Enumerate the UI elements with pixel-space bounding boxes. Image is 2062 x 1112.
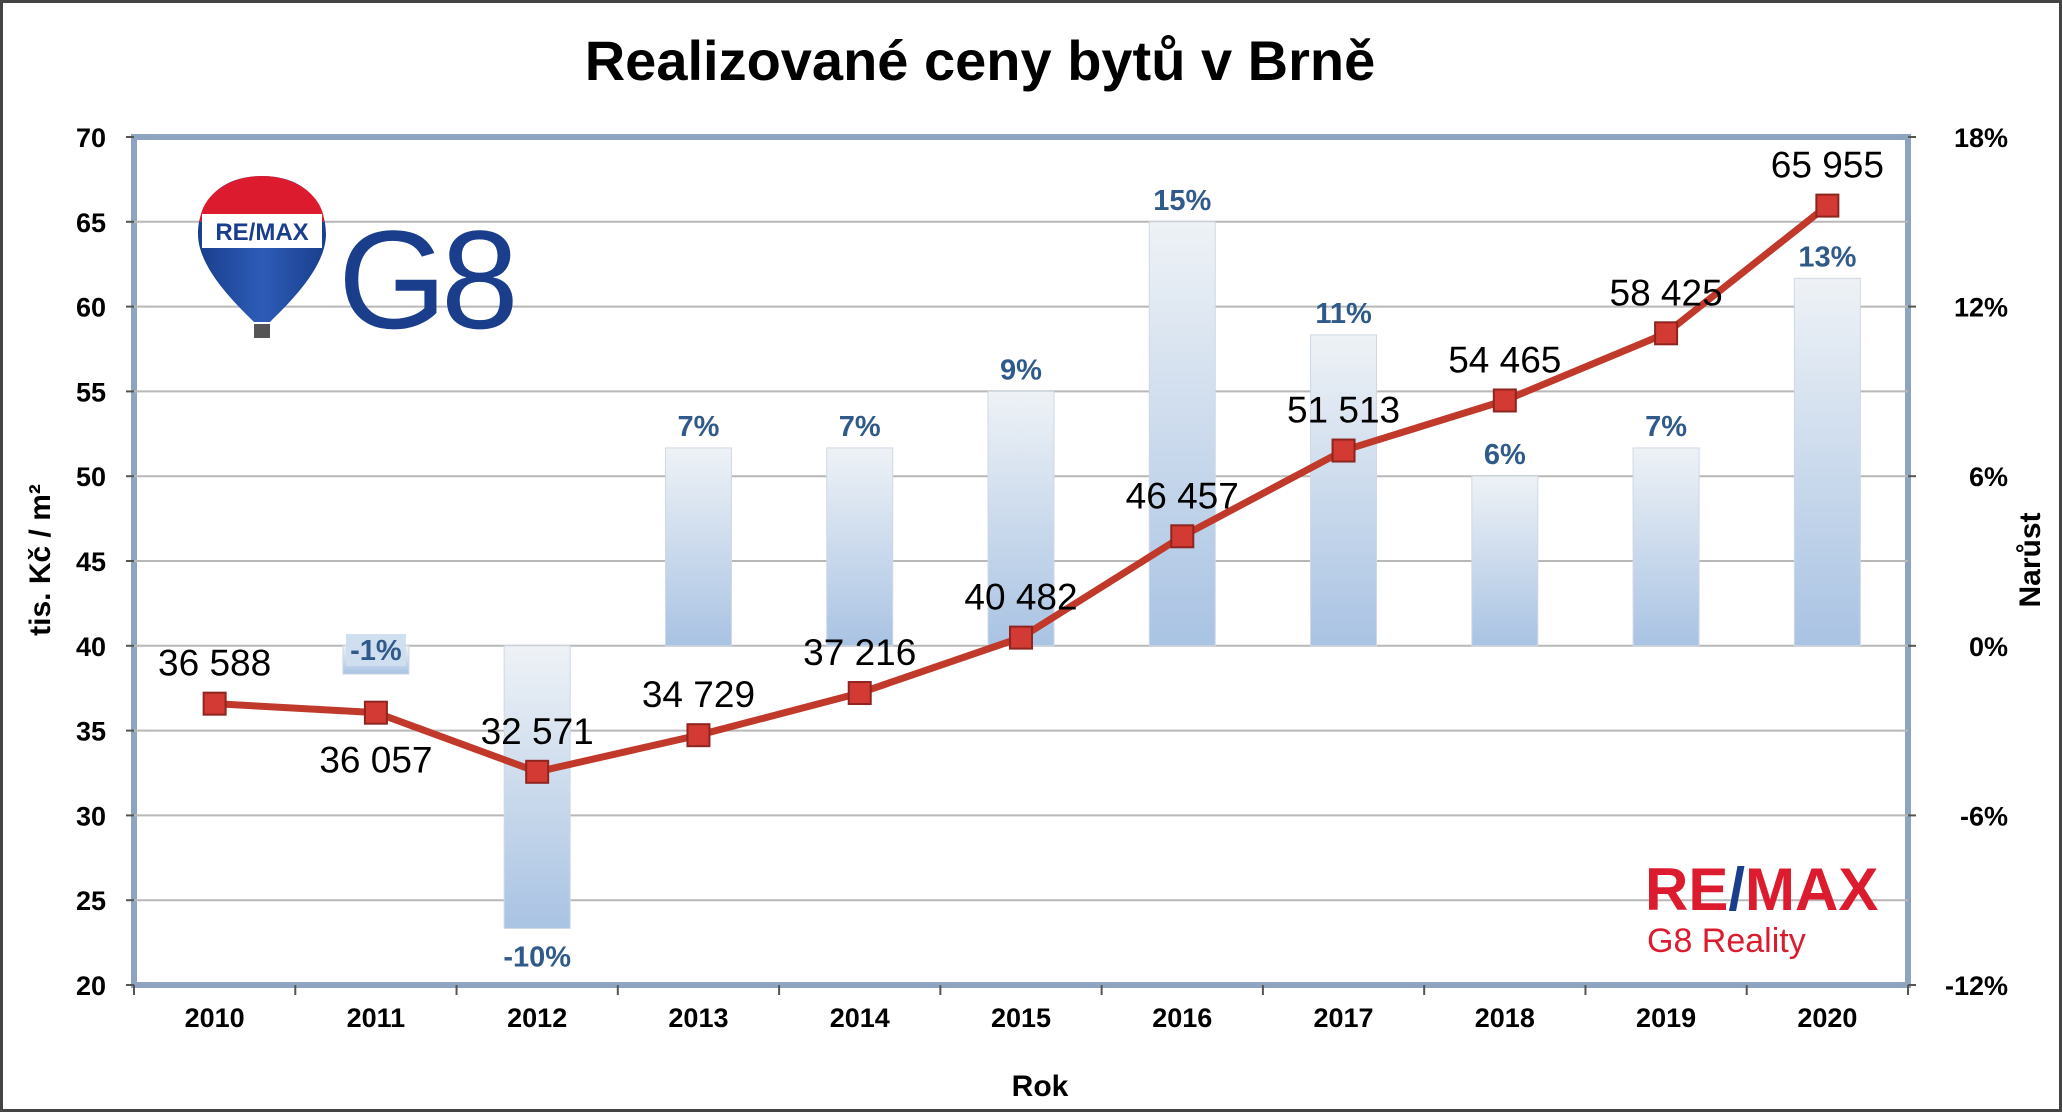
y2-tick-label: -12% (1945, 971, 2008, 1001)
y-tick-label: 50 (76, 462, 106, 492)
price-marker (1492, 388, 1517, 413)
price-value-label: 65 955 (1771, 145, 1884, 186)
growth-bar (664, 447, 732, 647)
x-tick-label: 2013 (668, 1003, 728, 1033)
x-tick-label: 2016 (1152, 1003, 1212, 1033)
y-tick-label: 35 (76, 717, 106, 747)
price-value-label: 36 057 (319, 740, 432, 781)
y-axis-title: tis. Kč / m² (24, 484, 57, 636)
y-tick-label: 70 (76, 123, 106, 153)
price-value-labels: 36 588 36 057 32 571 34 729 37 216 40 482 46 4… (158, 145, 1884, 781)
left-axis-ticks: 20 25 30 35 40 45 50 55 60 65 70 (76, 123, 134, 1001)
x-tick-label: 2017 (1314, 1003, 1374, 1033)
growth-label-box (345, 634, 406, 667)
y2-tick-label: 6% (1969, 462, 2008, 492)
remax-balloon-icon: RE/MAX (198, 176, 326, 338)
growth-bar-label: 15% (1153, 185, 1211, 217)
y-tick-label: 30 (76, 801, 106, 831)
remax-brand-logo: RE/MAX (1645, 856, 1878, 923)
growth-bars (342, 221, 1861, 929)
chart-title: Realizované ceny bytů v Brně (585, 29, 1376, 92)
gridlines (134, 220, 1908, 902)
price-marker (202, 691, 227, 716)
price-value-label: 40 482 (964, 577, 1077, 618)
x-tick-label: 2011 (347, 1003, 406, 1033)
y2-axis-title: Narůst (2014, 512, 2047, 607)
x-axis-title: Rok (1012, 1070, 1069, 1103)
growth-bar-label: 11% (1315, 298, 1372, 330)
growth-bar-label: 13% (1798, 241, 1856, 273)
brand-slash: / (1728, 856, 1745, 923)
growth-bar (1148, 221, 1216, 647)
growth-bar (1471, 475, 1539, 647)
g8-logo: G8 (338, 201, 513, 358)
growth-bar-label: 7% (1645, 411, 1687, 443)
price-marker (847, 681, 872, 706)
x-tick-label: 2010 (185, 1003, 245, 1033)
price-value-label: 58 425 (1610, 272, 1723, 313)
growth-bar (1632, 447, 1700, 647)
y-tick-label: 25 (76, 886, 106, 916)
growth-bar-label: -1% (350, 635, 402, 667)
growth-bar-labels: -1% -10% 7% 7% 9% 15% 11% 6% 7% 13% (345, 185, 1857, 973)
x-tick-label: 2018 (1475, 1003, 1535, 1033)
brand-max: MAX (1745, 856, 1878, 923)
price-marker (1331, 438, 1356, 463)
price-marker (1654, 321, 1679, 346)
price-value-label: 36 588 (158, 643, 271, 684)
balloon-text: RE/MAX (215, 219, 308, 246)
price-value-label: 37 216 (803, 632, 916, 673)
y-tick-label: 45 (76, 547, 106, 577)
y2-tick-label: 12% (1954, 293, 2008, 323)
price-line-series (202, 193, 1840, 784)
y-tick-label: 65 (76, 208, 106, 238)
price-marker (1815, 193, 1840, 218)
y-tick-label: 55 (76, 377, 106, 407)
price-value-label: 32 571 (481, 711, 594, 752)
growth-bar (987, 390, 1055, 647)
growth-bar-label: 9% (1000, 354, 1042, 386)
y2-tick-label: 18% (1954, 123, 2008, 153)
price-marker (525, 759, 550, 784)
y2-tick-label: 0% (1969, 632, 2008, 662)
price-marker (686, 723, 711, 748)
x-tick-label: 2019 (1636, 1003, 1696, 1033)
growth-bar-label: 7% (839, 411, 881, 443)
brand-re: RE (1645, 856, 1728, 923)
x-axis-ticks: 2010 2011 2012 2013 2014 2015 2016 2017 2018 2019… (133, 985, 1909, 1033)
x-tick-label: 2020 (1797, 1003, 1857, 1033)
x-tick-label: 2015 (991, 1003, 1051, 1033)
growth-bar (1793, 277, 1861, 647)
right-axis-ticks: -12% -6% 0% 6% 12% 18% (1908, 123, 2008, 1001)
growth-bar (826, 447, 894, 647)
price-value-label: 34 729 (642, 674, 755, 715)
growth-bar-label: 6% (1484, 439, 1526, 471)
y2-tick-label: -6% (1960, 801, 2008, 831)
x-tick-label: 2014 (830, 1003, 890, 1033)
y-tick-label: 60 (76, 293, 106, 323)
growth-bar-label: 7% (677, 411, 719, 443)
price-marker (363, 700, 388, 725)
growth-bar (503, 645, 571, 929)
growth-bar-label: -10% (503, 941, 571, 973)
price-marker (1170, 524, 1195, 549)
y-tick-label: 40 (76, 632, 106, 662)
price-value-label: 54 465 (1448, 339, 1561, 380)
y-tick-label: 20 (76, 971, 106, 1001)
brand-subtitle: G8 Reality (1647, 922, 1806, 960)
price-value-label: 51 513 (1287, 390, 1400, 431)
price-marker (1009, 625, 1033, 650)
price-value-label: 46 457 (1126, 475, 1239, 516)
x-tick-label: 2012 (507, 1003, 567, 1033)
growth-bar (1310, 334, 1378, 647)
